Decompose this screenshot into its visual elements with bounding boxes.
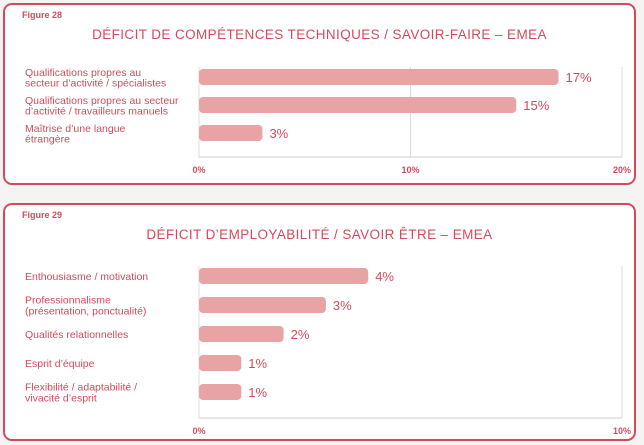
data-label: 3% bbox=[269, 126, 288, 141]
data-label: 1% bbox=[248, 356, 267, 371]
x-tick-label: 0% bbox=[192, 165, 205, 175]
figure-29-panel: Figure 29 DÉFICIT D’EMPLOYABILITÉ / SAVO… bbox=[3, 203, 636, 441]
category-label: Enthousiasme / motivation bbox=[25, 271, 148, 283]
category-label: Maîtrise d’une langue étrangère bbox=[25, 123, 126, 146]
bar bbox=[199, 326, 284, 342]
bar bbox=[199, 297, 326, 313]
data-label: 1% bbox=[248, 385, 267, 400]
bar bbox=[199, 384, 242, 400]
data-label: 17% bbox=[566, 70, 592, 85]
figure-number: Figure 29 bbox=[22, 210, 63, 220]
x-tick-label: 0% bbox=[192, 426, 205, 436]
data-label: 4% bbox=[375, 269, 394, 284]
category-label: Flexibilité / adaptabilité / vivacité d’e… bbox=[25, 382, 137, 405]
bar bbox=[199, 355, 242, 371]
category-label: Qualités relationnelles bbox=[25, 329, 128, 341]
x-tick-label: 10% bbox=[401, 165, 419, 175]
data-label: 3% bbox=[333, 298, 352, 313]
category-label: Qualifications propres au secteur d’activ… bbox=[25, 67, 166, 90]
data-label: 15% bbox=[523, 98, 549, 113]
data-label: 2% bbox=[291, 327, 310, 342]
category-label: Professionnalisme (présentation, ponctual… bbox=[25, 295, 146, 318]
chart-plot: 0% 10% 4% Enthousiasme / motivation 3% Profes… bbox=[25, 266, 631, 436]
x-tick-label: 10% bbox=[613, 426, 631, 436]
figure-28-panel: Figure 28 DÉFICIT DE COMPÉTENCES TECHNIQ… bbox=[3, 3, 636, 185]
bar bbox=[199, 69, 559, 85]
bar bbox=[199, 268, 369, 284]
bar bbox=[199, 97, 517, 113]
chart-title: DÉFICIT D’EMPLOYABILITÉ / SAVOIR ÊTRE – … bbox=[146, 227, 493, 242]
category-label: Qualifications propres au secteur d’activ… bbox=[25, 95, 179, 118]
bar bbox=[199, 125, 263, 141]
figure-number: Figure 28 bbox=[22, 10, 63, 20]
chart-title: DÉFICIT DE COMPÉTENCES TECHNIQUES / SAVO… bbox=[92, 27, 547, 42]
x-tick-label: 20% bbox=[613, 165, 631, 175]
category-label: Esprit d’équipe bbox=[25, 358, 95, 370]
chart-plot: 0% 10% 20% 17% Qualifications propres au sect… bbox=[25, 67, 631, 175]
